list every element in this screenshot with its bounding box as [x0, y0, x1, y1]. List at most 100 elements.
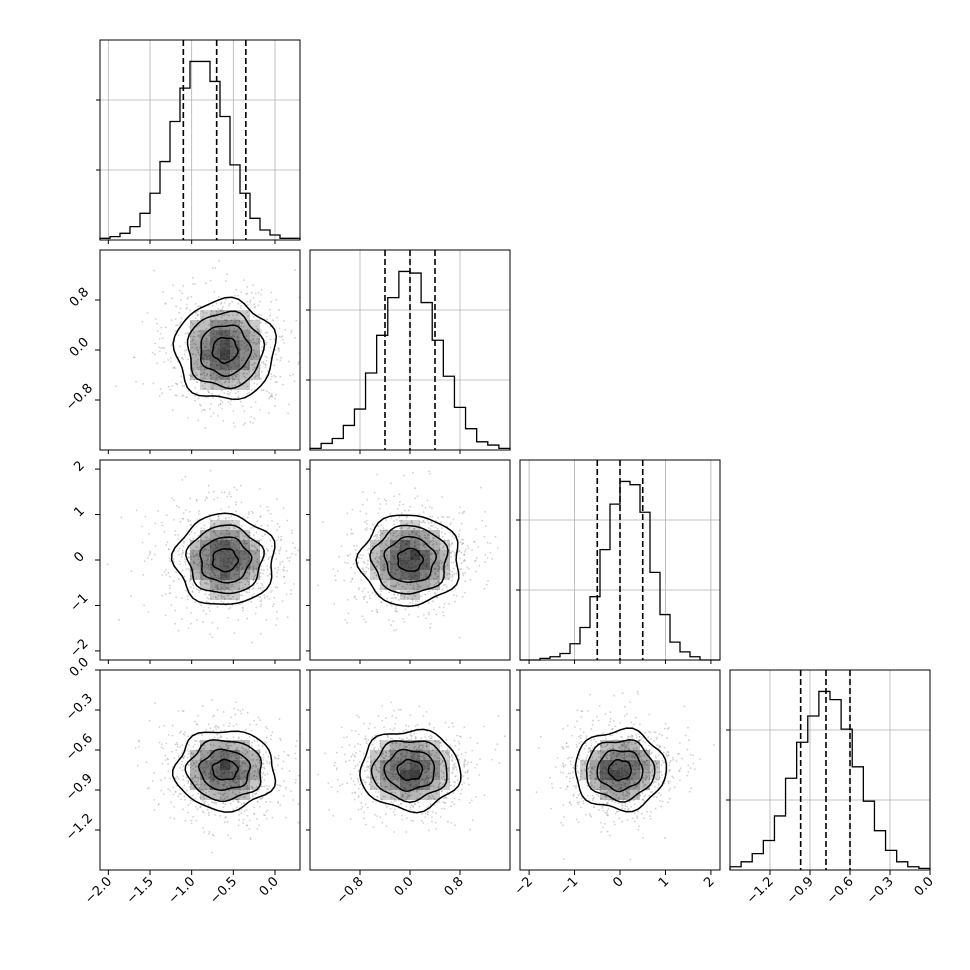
scatter-point [395, 717, 398, 719]
scatter-point [386, 604, 388, 607]
scatter-point [250, 292, 253, 294]
scatter-point [395, 530, 398, 532]
scatter-point [375, 788, 378, 791]
scatter-point [183, 755, 186, 758]
scatter-point [192, 338, 194, 340]
scatter-point [353, 544, 355, 547]
scatter-point [430, 797, 433, 799]
scatter-point [384, 779, 386, 781]
scatter-point [255, 546, 257, 549]
scatter-point [449, 522, 452, 524]
scatter-point [424, 574, 426, 576]
scatter-point [234, 392, 237, 395]
scatter-point [207, 583, 209, 586]
scatter-point [213, 834, 215, 837]
scatter-point [442, 771, 445, 773]
scatter-point [261, 785, 263, 788]
scatter-point [246, 286, 249, 288]
scatter-point [458, 735, 461, 738]
scatter-point [367, 568, 370, 570]
scatter-point [463, 510, 466, 513]
scatter-point [437, 565, 440, 568]
scatter-point [233, 742, 236, 745]
scatter-point [446, 748, 449, 750]
scatter-point [431, 816, 433, 818]
scatter-point [294, 546, 296, 549]
scatter-point [202, 621, 205, 624]
density-bin [410, 740, 420, 750]
density-bin [410, 570, 420, 580]
scatter-point [419, 536, 421, 539]
density-bin [410, 520, 420, 530]
scatter-point [213, 316, 216, 318]
scatter-point [414, 487, 417, 490]
scatter-point [245, 787, 248, 790]
scatter-point [173, 757, 175, 760]
scatter-point [350, 580, 352, 583]
scatter-point [192, 584, 195, 587]
scatter-point [387, 538, 390, 540]
scatter-point [385, 825, 388, 828]
scatter-point [383, 778, 385, 780]
scatter-point [422, 520, 424, 522]
scatter-point [452, 764, 455, 766]
scatter-point [241, 708, 244, 711]
scatter-point [256, 548, 259, 551]
scatter-point [420, 737, 423, 740]
scatter-point [408, 791, 411, 794]
scatter-point [243, 542, 246, 545]
scatter-point [234, 320, 237, 323]
scatter-point [187, 753, 190, 755]
scatter-point [274, 586, 277, 588]
scatter-point [200, 750, 202, 753]
scatter-point [428, 753, 431, 755]
scatter-point [366, 765, 369, 768]
scatter-point [185, 776, 188, 779]
scatter-point [180, 317, 183, 320]
density-bin [190, 550, 200, 560]
scatter-point [200, 373, 203, 376]
scatter-point [389, 753, 392, 756]
scatter-point [410, 530, 413, 533]
scatter-point [449, 551, 451, 554]
scatter-point [250, 729, 253, 732]
scatter-point [243, 761, 245, 763]
scatter-point [408, 802, 411, 805]
scatter-point [442, 516, 445, 519]
scatter-point [454, 744, 457, 747]
scatter-point [346, 621, 348, 624]
scatter-point [270, 393, 273, 396]
scatter-point [423, 576, 425, 579]
density-bin [230, 540, 240, 550]
scatter-point [379, 593, 382, 596]
scatter-point [205, 600, 208, 603]
scatter-point [278, 350, 281, 352]
scatter-point [184, 731, 187, 734]
scatter-point [192, 555, 195, 558]
scatter-point [384, 785, 386, 788]
scatter-point [442, 611, 444, 614]
scatter-point [461, 512, 464, 515]
scatter-point [336, 778, 339, 781]
scatter-point [289, 593, 292, 595]
scatter-point [184, 332, 187, 335]
scatter-point [190, 575, 192, 577]
scatter-point [230, 319, 233, 321]
scatter-point [427, 805, 430, 808]
scatter-point [366, 522, 368, 525]
scatter-point [217, 792, 220, 795]
scatter-point [390, 482, 392, 485]
scatter-point [171, 384, 174, 387]
scatter-point [417, 615, 419, 618]
scatter-point [199, 337, 201, 339]
scatter-point [434, 572, 436, 575]
density-bin [190, 320, 200, 330]
scatter-point [435, 752, 438, 754]
scatter-point [226, 737, 229, 740]
scatter-point [400, 708, 402, 711]
scatter-point [264, 355, 267, 358]
scatter-point [227, 789, 230, 791]
scatter-point [203, 549, 206, 552]
scatter-point [187, 811, 190, 814]
density-bin [220, 360, 230, 370]
